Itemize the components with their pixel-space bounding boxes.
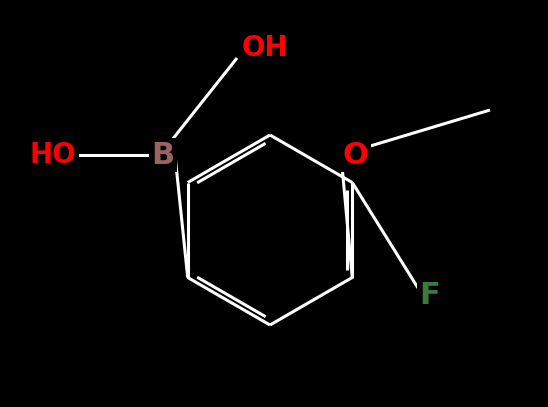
Text: O: O: [342, 140, 368, 169]
Text: B: B: [151, 140, 175, 169]
Text: F: F: [420, 282, 441, 311]
Text: OH: OH: [242, 34, 289, 62]
Text: HO: HO: [30, 141, 76, 169]
